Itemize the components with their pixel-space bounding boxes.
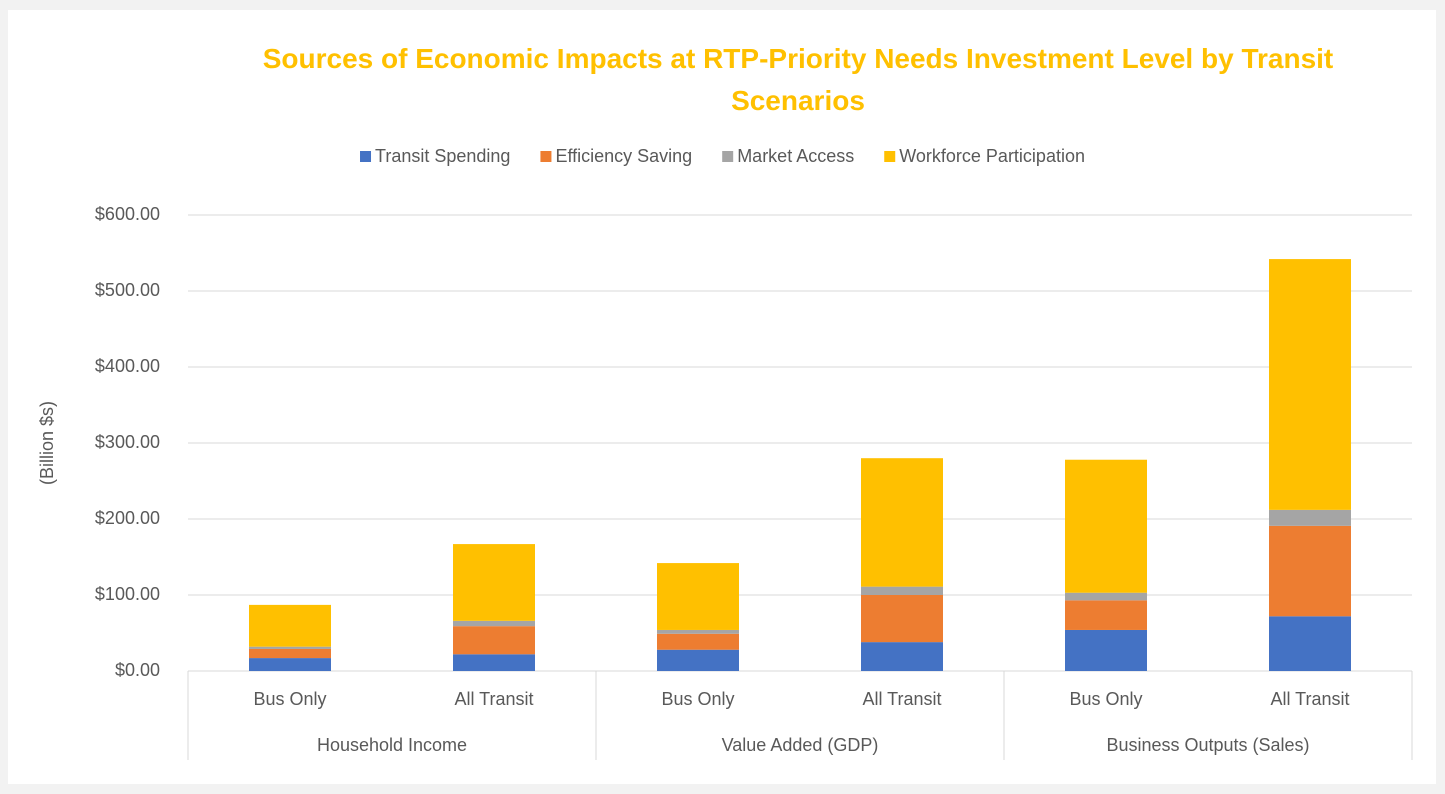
bar-segment [861, 458, 943, 587]
bar-segment [861, 595, 943, 643]
bar-segment [657, 563, 739, 630]
bar-segment [249, 658, 331, 671]
x-tick-label: All Transit [454, 689, 533, 709]
bar-segment [861, 642, 943, 671]
bar-segment [249, 604, 331, 647]
y-tick-label: $600.00 [95, 204, 160, 224]
bar-segment [1065, 629, 1147, 671]
bar-segment [1269, 616, 1351, 671]
x-tick-label: Bus Only [1069, 689, 1142, 709]
group-label: Value Added (GDP) [722, 735, 879, 755]
group-label: Business Outputs (Sales) [1106, 735, 1309, 755]
legend-label: Workforce Participation [899, 146, 1085, 166]
legend-swatch [540, 151, 552, 162]
bar-segment [861, 586, 943, 595]
bar-segment [1269, 509, 1351, 526]
bar-segment [1065, 592, 1147, 601]
x-tick-label: All Transit [1270, 689, 1349, 709]
y-tick-label: $200.00 [95, 508, 160, 528]
bar-segment [249, 646, 331, 649]
bar-segment [249, 648, 331, 659]
group-label: Household Income [317, 735, 467, 755]
y-axis-label: (Billion $s) [37, 401, 57, 485]
legend-label: Efficiency Saving [555, 146, 692, 166]
y-tick-label: $400.00 [95, 356, 160, 376]
y-tick-label: $300.00 [95, 432, 160, 452]
y-tick-label: $0.00 [115, 660, 160, 680]
chart-title: Sources of Economic Impacts at RTP-Prior… [262, 43, 1334, 116]
x-tick-label: Bus Only [253, 689, 326, 709]
bar-segment [657, 633, 739, 650]
bar-segment [453, 620, 535, 627]
bar-segment [453, 654, 535, 671]
legend-swatch [884, 151, 896, 162]
x-tick-label: All Transit [862, 689, 941, 709]
x-tick-label: Bus Only [661, 689, 734, 709]
legend-swatch [722, 151, 734, 162]
legend-label: Market Access [737, 146, 854, 166]
legend-swatch [360, 151, 372, 162]
y-tick-label: $100.00 [95, 584, 160, 604]
legend-label: Transit Spending [375, 146, 510, 166]
bar-segment [453, 626, 535, 655]
bar-segment [453, 544, 535, 621]
bar-segment [1065, 600, 1147, 630]
y-tick-label: $500.00 [95, 280, 160, 300]
bar-segment [1269, 525, 1351, 617]
bar-segment [657, 629, 739, 634]
bar-segment [657, 649, 739, 671]
bar-segment [1269, 259, 1351, 510]
bar-segment [1065, 459, 1147, 593]
